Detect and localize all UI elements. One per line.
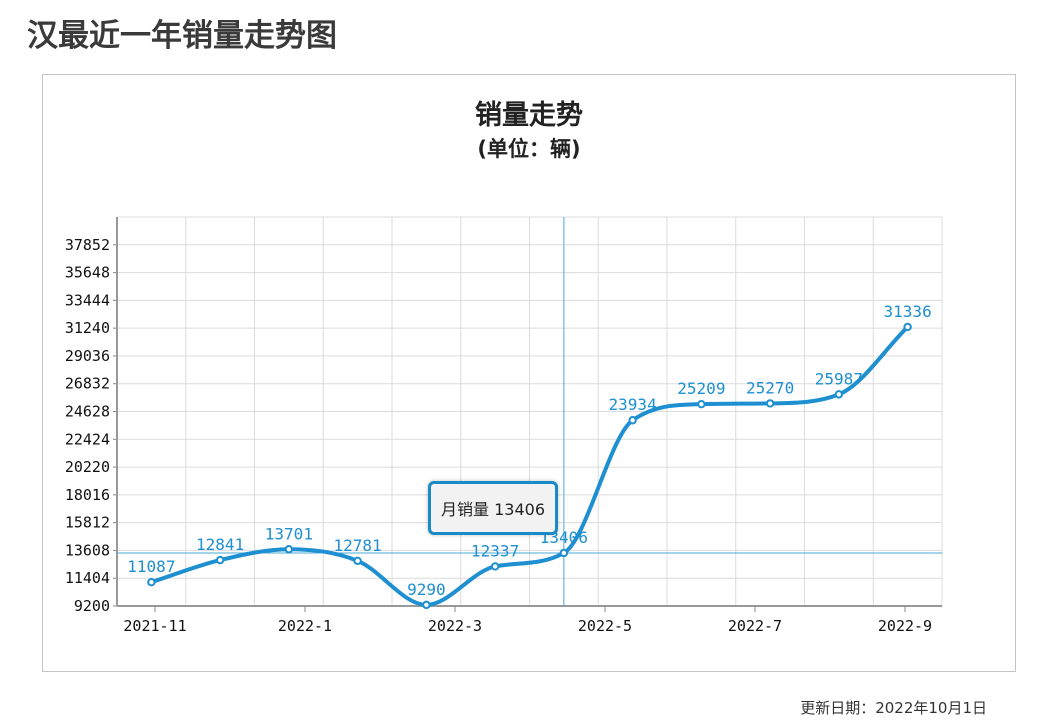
y-tick-label: 9200: [74, 597, 110, 615]
y-tick-label: 11404: [65, 569, 110, 587]
x-tick-label: 2021-11: [123, 617, 186, 635]
data-point: [697, 399, 706, 409]
y-tick-label: 15812: [65, 514, 110, 532]
data-label: 12781: [334, 536, 382, 555]
x-tick-label: 2022-7: [728, 617, 782, 635]
y-tick-label: 18016: [65, 486, 110, 504]
data-label: 12841: [196, 535, 244, 554]
chart-subtitle: (单位：辆): [477, 137, 581, 161]
data-point: [765, 399, 775, 408]
data-label: 9290: [407, 580, 446, 599]
data-point: [559, 548, 569, 558]
data-point: [490, 562, 500, 571]
y-tick-label: 29036: [65, 347, 110, 365]
chart-title: 销量走势: [475, 100, 583, 131]
data-point: [834, 390, 844, 399]
y-tick-label: 35648: [65, 264, 110, 282]
y-tick-label: 26832: [65, 375, 110, 393]
update-date: 更新日期：2022年10月1日: [800, 699, 987, 717]
x-tick-label: 2022-5: [578, 617, 632, 635]
data-point: [353, 556, 362, 566]
data-point: [284, 545, 294, 554]
line-chart-svg[interactable]: 9200 11404 13608 15812 18016 20220 22424 24628 2…: [43, 75, 1017, 673]
chart-tooltip: 月销量 13406: [428, 481, 559, 535]
data-label: 31336: [884, 302, 932, 321]
y-tick-label: 22424: [65, 430, 110, 448]
x-tick-label: 2022-3: [428, 617, 482, 635]
data-label: 13701: [265, 524, 313, 543]
y-tick-label: 24628: [65, 403, 110, 421]
y-tick-label: 20220: [65, 458, 110, 476]
x-tick-label: 2022-9: [878, 617, 932, 635]
tooltip-value: 13406: [494, 500, 546, 519]
data-label: 12337: [471, 541, 519, 560]
data-point: [628, 416, 637, 425]
data-point: [147, 578, 156, 587]
y-tick-label: 13608: [65, 541, 110, 559]
page-title: 汉最近一年销量走势图: [27, 18, 337, 54]
y-tick-label: 33444: [65, 291, 110, 309]
data-point: [422, 600, 431, 610]
data-label: 25987: [815, 369, 863, 388]
data-point: [903, 322, 912, 332]
data-label: 25270: [746, 378, 794, 397]
tooltip-label: 月销量: [441, 500, 490, 519]
data-label: 25209: [677, 379, 725, 398]
x-tick-label: 2022-1: [278, 617, 332, 635]
y-tick-label: 31240: [65, 319, 110, 337]
data-label: 11087: [127, 557, 175, 576]
data-label: 23934: [609, 395, 657, 414]
chart-container: 销量走势 (单位：辆) 9200 11404 13608 15812 18016 2022…: [42, 74, 1016, 672]
data-point: [215, 555, 225, 565]
y-tick-label: 37852: [65, 236, 110, 254]
